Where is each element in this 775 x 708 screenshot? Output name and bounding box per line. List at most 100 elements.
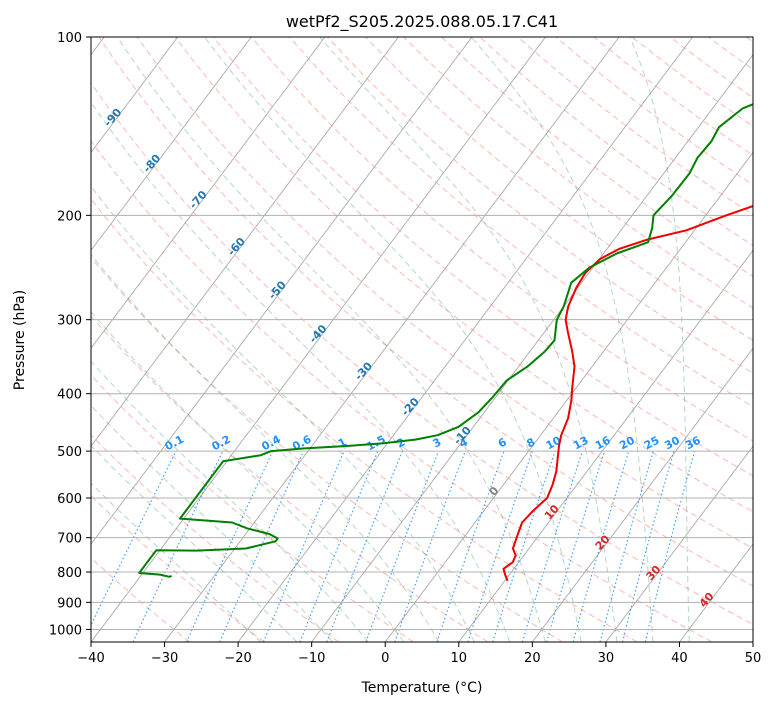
- x-tick-label: −10: [298, 651, 325, 666]
- y-axis: 100 200 300 400 500 600 700 800 900 1000: [49, 31, 91, 638]
- dry-adiabat-line: [289, 37, 753, 408]
- mixing-ratio-label: 0.1: [163, 433, 186, 454]
- mixing-ratio-label: 1: [336, 435, 349, 450]
- moist-adiabat-line: [91, 101, 511, 642]
- isotherm-line: [91, 37, 546, 642]
- mixing-ratio-line: [326, 450, 404, 642]
- mixing-ratio-line: [599, 450, 654, 642]
- mixing-ratio-line: [521, 450, 584, 642]
- moist-adiabat-line: [204, 37, 582, 642]
- dry-adiabat-line: [631, 37, 753, 127]
- moist-adiabat-line: [91, 253, 440, 642]
- temperature-profile-line: [502, 204, 753, 582]
- moist-adiabat-line: [116, 37, 546, 642]
- x-tick-label: 30: [598, 651, 615, 666]
- isotherm-label: -30: [352, 359, 375, 383]
- x-tick-label: −30: [151, 651, 178, 666]
- mixing-ratio-line: [492, 450, 556, 642]
- chart-title: wetPf2_S205.2025.088.05.17.C41: [286, 12, 558, 32]
- dry-adiabat-line: [91, 315, 489, 642]
- mixing-ratio-label: 20: [617, 434, 637, 453]
- dry-adiabat-line: [212, 37, 753, 477]
- mixing-ratio-label: 3: [431, 435, 444, 450]
- moist-adiabat-label: 20: [593, 532, 613, 552]
- isotherm-label: -100: [56, 62, 84, 91]
- isotherm-label: -90: [101, 106, 124, 130]
- mixing-ratio-line: [436, 450, 505, 642]
- x-axis-label: Temperature (°C): [361, 680, 483, 696]
- isotherm-line: [384, 151, 753, 642]
- mixing-ratio-label: 0.2: [210, 433, 233, 454]
- dry-adiabat-line: [91, 495, 265, 642]
- dry-adiabat-line: [403, 37, 753, 309]
- x-tick-label: 10: [451, 651, 468, 666]
- moist-adiabat-line: [91, 404, 334, 642]
- plot-frame: [90, 36, 754, 643]
- background-labels: 0.1 0.2 0.4 0.6 1 1.5 2 3 4 6 8 10 13 16 20 25 30 36-100-…: [56, 62, 717, 610]
- dry-adiabat-line: [91, 198, 638, 642]
- dewpoint-profile-line: [138, 103, 753, 578]
- dry-adiabat-line: [250, 37, 753, 442]
- isotherm-line: [91, 37, 252, 252]
- x-tick-label: −40: [77, 651, 104, 666]
- mixing-ratio-line: [644, 450, 696, 642]
- isotherm-label: -10: [451, 424, 474, 448]
- isotherm-line: [679, 543, 753, 642]
- sounding-series: [138, 103, 753, 582]
- moist-adiabat-line: [91, 482, 262, 642]
- isotherm-line: [91, 37, 326, 350]
- mixing-ratio-line: [219, 450, 305, 642]
- mixing-ratio-line: [572, 450, 630, 642]
- mixing-ratio-label: 6: [496, 435, 509, 450]
- dry-adiabat-line: [91, 557, 191, 642]
- mixing-ratio-line: [299, 450, 379, 642]
- dry-adiabat-line: [91, 140, 713, 642]
- x-tick-label: 20: [524, 651, 541, 666]
- pressure-grid: [91, 37, 753, 630]
- isotherm-line: [458, 249, 753, 642]
- isotherm-line: [752, 641, 753, 642]
- moist-adiabat-label: 40: [697, 590, 717, 610]
- isotherm-line: [91, 37, 399, 447]
- moist-adiabat-line: [91, 360, 369, 642]
- moist-adiabat-label: 10: [542, 502, 562, 522]
- mixing-ratio-label: 36: [683, 434, 703, 453]
- background-lines: [91, 37, 753, 642]
- dry-adiabat-line: [479, 37, 753, 246]
- mixing-ratio-line: [622, 450, 675, 642]
- mixing-ratio-line: [262, 450, 345, 642]
- moist-adiabat-line: [91, 311, 405, 642]
- moist-adiabat-line: [319, 37, 618, 642]
- dry-adiabat-line: [91, 374, 414, 642]
- mixing-ratio-label: 30: [662, 434, 682, 453]
- y-tick-label: 100: [57, 31, 82, 46]
- x-tick-label: −20: [224, 651, 251, 666]
- y-tick-label: 300: [57, 314, 82, 329]
- mixing-ratio-label: 16: [593, 434, 613, 453]
- dry-adiabat-line: [441, 37, 753, 278]
- isotherm-line: [91, 37, 179, 154]
- x-axis: −40 −30 −20 −10 0 10 20 30 40 50: [77, 642, 761, 666]
- y-tick-label: 200: [57, 209, 82, 224]
- dry-adiabat-line: [745, 37, 753, 43]
- mixing-ratio-label: 25: [642, 434, 662, 453]
- dry-adiabat-line: [174, 37, 753, 513]
- y-tick-label: 1000: [49, 623, 82, 638]
- moist-adiabat-label: 30: [644, 563, 664, 583]
- mixing-ratio-label: 13: [571, 434, 591, 453]
- y-axis-label: Pressure (hPa): [12, 290, 28, 390]
- dry-adiabat-line: [555, 37, 753, 186]
- moist-adiabat-line: [470, 37, 654, 642]
- y-tick-label: 700: [57, 532, 82, 547]
- y-tick-label: 900: [57, 596, 82, 611]
- isotherm-label: -60: [225, 235, 248, 259]
- mixing-ratio-label: 8: [524, 435, 537, 450]
- isotherm-line: [237, 37, 694, 642]
- isotherm-line: [531, 347, 753, 642]
- x-tick-label: 50: [745, 651, 762, 666]
- y-tick-label: 400: [57, 388, 82, 403]
- y-tick-label: 600: [57, 492, 82, 507]
- y-tick-label: 500: [57, 445, 82, 460]
